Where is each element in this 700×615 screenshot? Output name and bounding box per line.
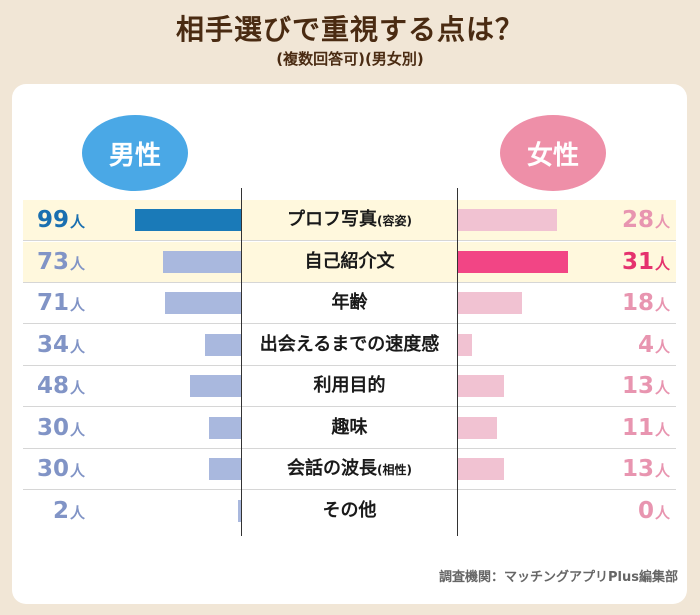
chart-row: 2人 その他 0人: [23, 491, 676, 531]
source-note: 調査機関：マッチングアプリPlus編集部: [439, 570, 678, 585]
category-label: 会話の波長(相性): [287, 458, 412, 479]
male-value-label: 34人: [36, 331, 85, 358]
male-value-label: 71人: [36, 290, 85, 316]
chart-title: 相手選びで重視する点は？: [175, 13, 524, 46]
category-label: プロフ写真(容姿): [287, 209, 412, 230]
male-value-label: 73人: [36, 248, 85, 275]
category-label: その他: [322, 499, 377, 521]
female-bar: [458, 333, 473, 356]
female-value-label: 28人: [621, 207, 670, 233]
male-axis-line: [241, 188, 242, 536]
chart-row: 30人 会話の波長(相性) 13人: [23, 449, 676, 490]
male-value-label: 30人: [36, 456, 85, 482]
chart-row: 48人 利用目的 13人: [23, 366, 676, 407]
chart-row: 30人 趣味 11人: [23, 408, 676, 449]
chart-row: 99人 プロフ写真(容姿) 28人: [23, 200, 676, 241]
male-bar: [204, 333, 241, 356]
category-label: 趣味: [331, 416, 368, 438]
male-value-label: 48人: [36, 373, 85, 399]
male-bar: [208, 416, 241, 439]
category-label: 自己紹介文: [304, 250, 395, 272]
female-bar: [458, 375, 505, 397]
male-bar: [238, 499, 241, 522]
female-value-label: 11人: [621, 414, 670, 441]
female-value-label: 18人: [621, 290, 670, 316]
legend-male: 男性: [82, 115, 188, 191]
female-bar: [458, 250, 568, 273]
female-value-label: 31人: [621, 248, 670, 275]
male-bar: [135, 209, 241, 231]
male-value-label: 99人: [36, 207, 85, 233]
male-bar: [208, 458, 241, 480]
category-label: 年齢: [331, 292, 368, 313]
female-axis-line: [457, 188, 458, 536]
female-value-label: 4人: [637, 331, 670, 358]
female-bar: [458, 209, 558, 231]
chart-row: 73人 自己紹介文 31人: [23, 241, 676, 283]
category-label: 出会えるまでの速度感: [259, 333, 440, 355]
male-bar: [164, 292, 241, 314]
male-bar: [162, 250, 241, 273]
male-bar: [189, 375, 241, 397]
chart-row: 34人 出会えるまでの速度感 4人: [23, 325, 676, 366]
female-value-label: 13人: [621, 373, 670, 399]
female-bar: [458, 292, 522, 314]
chart-row: 71人 年齢 18人: [23, 283, 676, 324]
female-bar: [458, 458, 505, 480]
category-label: 利用目的: [313, 375, 386, 396]
female-value-label: 13人: [621, 456, 670, 482]
male-value-label: 2人: [52, 497, 85, 524]
chart-subtitle: (複数回答可)(男女別): [276, 50, 424, 68]
female-value-label: 0人: [637, 497, 670, 524]
legend-female: 女性: [500, 115, 606, 191]
male-value-label: 30人: [36, 414, 85, 441]
female-bar: [458, 416, 498, 439]
